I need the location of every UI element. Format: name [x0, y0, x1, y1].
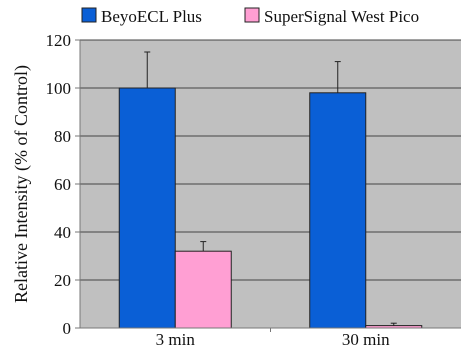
error-bars: [144, 51, 397, 326]
x-tick-label-30-min: 30 min: [342, 330, 390, 349]
bar-supersignal-west-pico-3-min: [174, 250, 232, 329]
y-tick-label-0: 0: [63, 319, 72, 338]
y-tick-label-80: 80: [54, 127, 71, 146]
bar-beyoecl-plus-3-min: [118, 87, 176, 329]
legend: BeyoECL Plus SuperSignal West Pico: [81, 7, 419, 26]
x-tick-label-3-min: 3 min: [156, 330, 196, 349]
y-tick-label-60: 60: [54, 175, 71, 194]
x-axis-labels: 3 min 30 min: [156, 330, 390, 349]
legend-swatch-beyoecl-plus: [81, 7, 97, 23]
bar-beyoecl-plus-30-min: [309, 92, 367, 329]
y-axis-label: Relative Intensity (% of Control): [11, 65, 32, 303]
legend-label-supersignal-west-pico: SuperSignal West Pico: [264, 7, 419, 26]
y-axis-ticks: 0 20 40 60 80 100 120: [46, 31, 80, 338]
y-tick-label-20: 20: [54, 271, 71, 290]
y-tick-label-120: 120: [46, 31, 72, 50]
bars: [118, 87, 423, 329]
y-tick-label-40: 40: [54, 223, 71, 242]
legend-swatch-supersignal-west-pico: [244, 7, 260, 23]
y-tick-label-100: 100: [46, 79, 72, 98]
legend-label-beyoecl-plus: BeyoECL Plus: [101, 7, 202, 26]
